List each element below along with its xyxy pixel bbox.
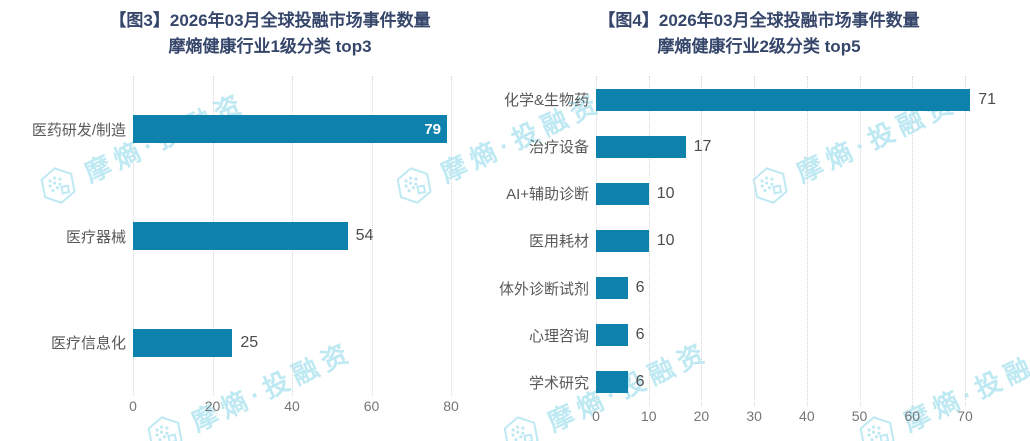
gridline — [965, 76, 966, 406]
category-label: AI+辅助诊断 — [506, 186, 589, 204]
bar-value-label: 10 — [656, 231, 675, 249]
bar — [133, 222, 348, 250]
chart-title-line1: 【图4】2026年03月全球投融市场事件数量 — [598, 11, 920, 30]
category-label: 化学&生物药 — [503, 92, 589, 110]
bar-row: 医疗信息化 25 — [0, 289, 488, 396]
bar-area: 54 — [133, 183, 488, 290]
bar — [596, 182, 649, 205]
category-label: 医药研发/制造 — [31, 121, 126, 139]
bar-value-label: 25 — [240, 333, 259, 351]
bar — [596, 324, 628, 347]
bar — [133, 328, 233, 357]
axis-tick-label: 0 — [129, 398, 137, 414]
bar-row: 学术研究 6 — [488, 359, 1030, 406]
axis-tick-label: 50 — [851, 408, 868, 424]
axis-tick-label: 20 — [204, 398, 221, 414]
axis-tick-label: 70 — [957, 408, 973, 424]
bar-value-label: 6 — [635, 279, 645, 297]
bar — [596, 277, 628, 300]
axis-tick-label: 0 — [592, 408, 600, 424]
bar: 79 — [133, 115, 448, 144]
gridline — [912, 76, 914, 406]
bar-value-label: 17 — [693, 137, 712, 155]
chart-title: 【图4】2026年03月全球投融市场事件数量 摩熵健康行业2级分类 top5 — [488, 0, 1030, 60]
gridline — [806, 76, 808, 406]
x-axis: 0 20 40 60 80 — [129, 398, 465, 416]
bar-row: 化学&生物药 71 — [488, 76, 1030, 123]
gridline — [701, 76, 703, 406]
bar-row: 治疗设备 17 — [488, 123, 1030, 170]
bar-row: 心理咨询 6 — [488, 312, 1030, 359]
bar — [596, 135, 686, 158]
chart-title-line2: 摩熵健康行业1级分类 top3 — [168, 37, 372, 56]
gridline — [754, 76, 756, 406]
x-axis: 0 10 20 30 40 50 60 70 — [592, 408, 1030, 426]
gridline — [648, 76, 650, 406]
bar-rows: 化学&生物药 71 治疗设备 17 AI+辅助诊断 10 医用耗材 10 体外诊断试剂 6 心理咨询… — [488, 76, 1030, 406]
bar-area: 10 — [596, 170, 1030, 217]
axis-tick-label: 60 — [363, 398, 380, 414]
chart-figure-3: 【图3】2026年03月全球投融市场事件数量 摩熵健康行业1级分类 top3 医… — [0, 0, 488, 441]
category-label: 医疗器械 — [65, 228, 126, 246]
bar — [596, 371, 628, 394]
bar-value-label: 71 — [978, 90, 997, 108]
bar-area: 25 — [133, 289, 488, 396]
chart-figure-4: 【图4】2026年03月全球投融市场事件数量 摩熵健康行业2级分类 top5 化… — [488, 0, 1030, 441]
bar-area: 71 — [596, 76, 1030, 123]
axis-tick-label: 30 — [746, 408, 762, 424]
bar-rows: 医药研发/制造 79 医疗器械 54 医疗信息化 25 — [0, 76, 488, 396]
bar-area: 6 — [596, 359, 1030, 406]
chart-title-line2: 摩熵健康行业2级分类 top5 — [657, 37, 861, 56]
gridline — [859, 76, 861, 406]
bar — [596, 88, 971, 111]
category-label: 学术研究 — [528, 374, 589, 392]
axis-tick-label: 20 — [693, 408, 710, 424]
bar-value-label: 10 — [656, 184, 675, 202]
bar-area: 6 — [596, 265, 1030, 312]
bar-row: 医疗器械 54 — [0, 183, 488, 290]
chart-title-line1: 【图3】2026年03月全球投融市场事件数量 — [109, 11, 431, 30]
category-label: 医用耗材 — [528, 233, 589, 251]
axis-tick-label: 60 — [904, 408, 921, 424]
bar-row: 体外诊断试剂 6 — [488, 265, 1030, 312]
axis-tick-label: 10 — [640, 408, 657, 424]
category-label: 医疗信息化 — [50, 335, 126, 353]
bar-area: 10 — [596, 217, 1030, 264]
category-label: 体外诊断试剂 — [498, 280, 589, 298]
bar-row: 医用耗材 10 — [488, 217, 1030, 264]
bar-value-label: 6 — [635, 373, 645, 391]
bar-value-label: 6 — [635, 326, 645, 344]
axis-tick-label: 40 — [284, 398, 300, 414]
bar-area: 17 — [596, 123, 1030, 170]
bar-row: AI+辅助诊断 10 — [488, 170, 1030, 217]
bar-row: 医药研发/制造 79 — [0, 76, 488, 183]
bar-value-label: 54 — [355, 227, 374, 244]
bar-area: 79 — [133, 76, 488, 183]
bar — [596, 229, 649, 252]
bar-value-label: 79 — [424, 120, 442, 138]
category-label: 治疗设备 — [528, 139, 589, 157]
axis-tick-label: 80 — [443, 398, 459, 414]
axis-tick-label: 40 — [799, 408, 815, 424]
chart-title: 【图3】2026年03月全球投融市场事件数量 摩熵健康行业1级分类 top3 — [0, 0, 488, 60]
gridline — [451, 76, 452, 396]
bar-area: 6 — [596, 312, 1030, 359]
gridline — [371, 76, 373, 396]
category-label: 心理咨询 — [528, 327, 589, 345]
